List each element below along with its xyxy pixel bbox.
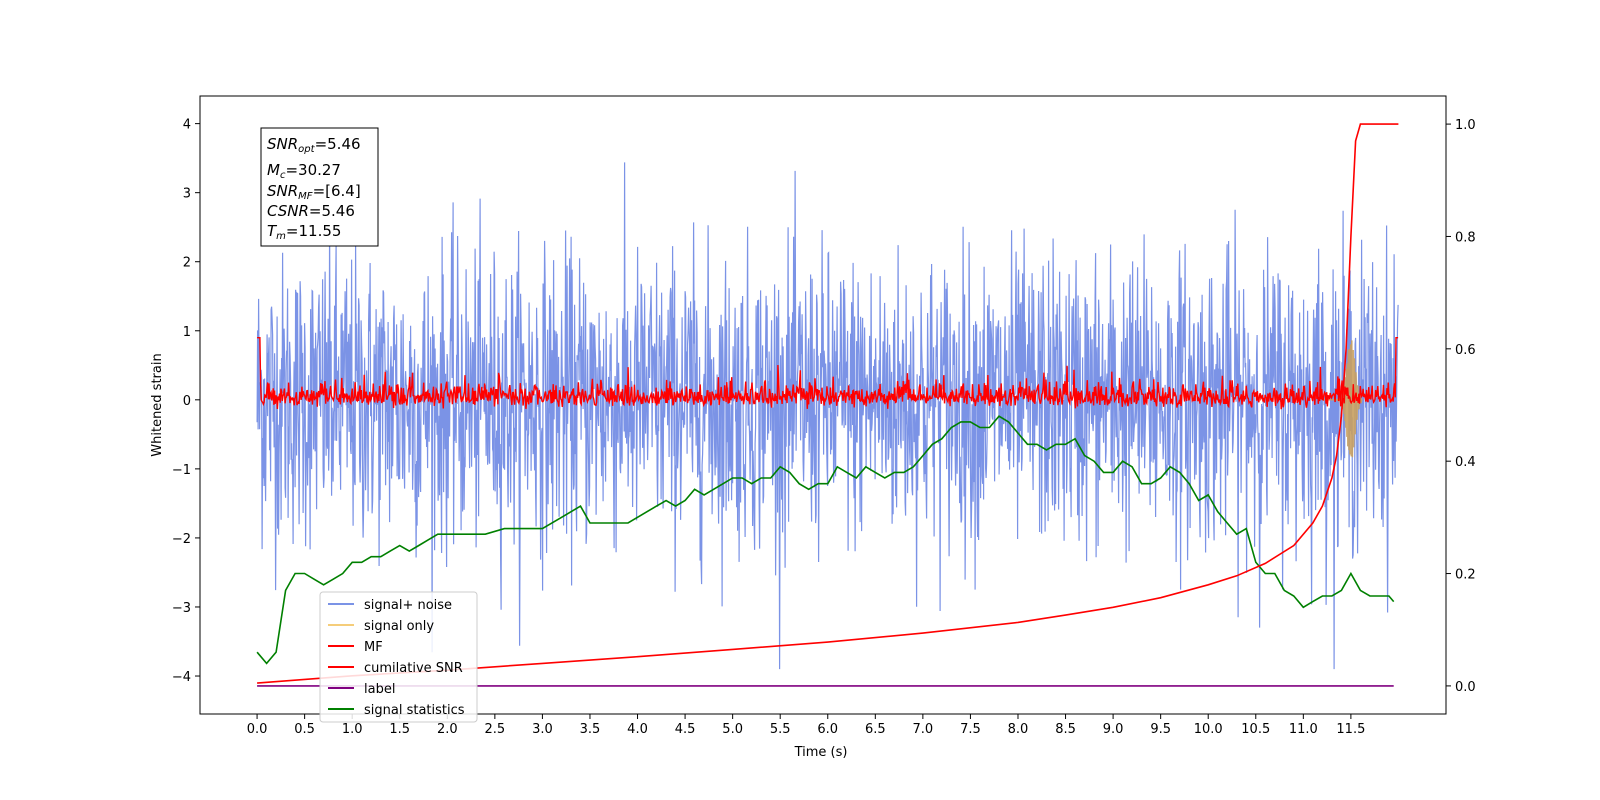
x-tick-label: 4.0 — [627, 722, 648, 737]
x-tick-label: 6.5 — [865, 722, 886, 737]
y-tick-label: −3 — [172, 601, 191, 616]
x-tick-label: 1.5 — [389, 722, 410, 737]
legend: signal+ noise signal only MF cumilative SNR… — [319, 591, 478, 723]
x-tick-label: 2.5 — [485, 722, 506, 737]
y2-tick-label: 0.8 — [1455, 230, 1476, 245]
x-axis: 0.0 0.5 1.0 1.5 2.0 2.5 3.0 3.5 4.0 4.5 5.0 5.5 6.0 6… — [247, 714, 1365, 737]
x-tick-label: 11.0 — [1289, 722, 1318, 737]
series-signal-noise — [256, 162, 1399, 670]
x-tick-label: 2.0 — [437, 722, 458, 737]
plot-frame — [199, 95, 1447, 715]
y-tick-label: −1 — [172, 463, 191, 478]
y2-axis: 1.0 0.8 0.6 0.4 0.2 0.0 — [1446, 118, 1476, 695]
y-tick-label: −4 — [172, 670, 191, 685]
x-tick-label: 7.0 — [913, 722, 934, 737]
plot-area — [256, 123, 1399, 687]
y2-tick-label: 0.0 — [1455, 680, 1476, 695]
series-layer — [256, 123, 1399, 687]
y-tick-label: 0 — [183, 394, 191, 409]
x-tick-label: 5.0 — [722, 722, 743, 737]
x-tick-label: 9.0 — [1103, 722, 1124, 737]
legend-entry: cumilative SNR — [364, 661, 463, 676]
annotation-box — [260, 127, 379, 247]
series-signal-statistics — [256, 415, 1395, 665]
y-tick-label: −2 — [172, 532, 191, 547]
x-tick-label: 9.5 — [1150, 722, 1171, 737]
legend-entry: signal statistics — [364, 703, 465, 718]
y2-tick-label: 0.2 — [1455, 568, 1476, 583]
series-mf — [257, 337, 1399, 410]
y2-tick-label: 0.4 — [1455, 455, 1476, 470]
x-tick-label: 11.5 — [1336, 722, 1365, 737]
legend-box — [319, 591, 478, 723]
x-tick-label: 10.0 — [1194, 722, 1223, 737]
annotation-tm: Tm=11.55 — [267, 222, 341, 242]
y2-tick-label: 1.0 — [1455, 118, 1476, 133]
x-axis-label: Time (s) — [794, 745, 848, 760]
x-tick-label: 8.0 — [1008, 722, 1029, 737]
y-tick-label: 3 — [183, 187, 191, 202]
x-tick-label: 0.0 — [247, 722, 268, 737]
legend-entry: MF — [364, 640, 383, 655]
x-tick-label: 4.5 — [675, 722, 696, 737]
y-tick-label: 1 — [183, 325, 191, 340]
x-tick-label: 10.5 — [1241, 722, 1270, 737]
y-tick-label: 2 — [183, 256, 191, 271]
stats-annotation: SNRopt=5.46 Mc=30.27 SNRMF=[6.4] CSNR=5.… — [260, 127, 379, 247]
x-tick-label: 6.0 — [817, 722, 838, 737]
y2-tick-label: 0.6 — [1455, 343, 1476, 358]
y-axis: 4 3 2 1 0 −1 −2 −3 −4 — [172, 118, 200, 685]
series-cumilative-snr — [257, 123, 1399, 684]
legend-entry: signal+ noise — [364, 598, 452, 613]
x-tick-label: 7.5 — [960, 722, 981, 737]
x-tick-label: 1.0 — [342, 722, 363, 737]
annotation-snr-opt: SNRopt=5.46 — [267, 135, 361, 155]
x-tick-label: 5.5 — [770, 722, 791, 737]
x-tick-label: 0.5 — [294, 722, 315, 737]
annotation-csnr: CSNR=5.46 — [267, 202, 355, 220]
x-tick-label: 3.5 — [580, 722, 601, 737]
x-tick-label: 3.0 — [532, 722, 553, 737]
legend-entry: signal only — [364, 619, 434, 634]
annotation-mc: Mc=30.27 — [267, 161, 341, 181]
y-tick-label: 4 — [183, 118, 191, 133]
y-axis-label: Whitened strain — [150, 353, 165, 456]
legend-entry: label — [364, 682, 395, 697]
annotation-snr-mf: SNRMF=[6.4] — [267, 182, 361, 202]
x-tick-label: 8.5 — [1055, 722, 1076, 737]
